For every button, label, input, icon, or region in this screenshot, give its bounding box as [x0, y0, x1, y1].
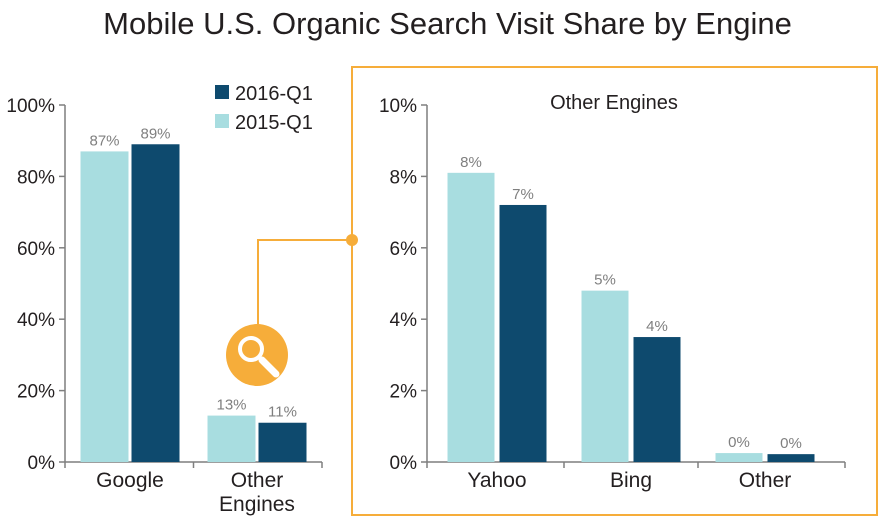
right-bar-yahoo-2015-q1	[447, 172, 495, 462]
left-category-label: Engines	[219, 493, 295, 516]
zoom-connector-line	[257, 239, 352, 330]
left-data-label-google-2016-q1: 89%	[140, 125, 170, 142]
right-bar-other-2016-q1	[767, 454, 815, 462]
right-bar-yahoo-2016-q1	[499, 204, 547, 462]
zoom-connector-dot	[346, 234, 358, 246]
right-data-label-bing-2016-q1: 4%	[646, 318, 668, 335]
right-bar-bing-2016-q1	[633, 337, 681, 462]
left-y-tick-label: 40%	[17, 310, 55, 331]
right-bar-bing-2015-q1	[581, 290, 629, 462]
right-y-tick-label: 10%	[379, 96, 417, 117]
left-y-tick-label: 80%	[17, 167, 55, 188]
left-y-tick-label: 60%	[17, 239, 55, 260]
right-category-label: Yahoo	[467, 469, 526, 492]
right-y-tick-label: 4%	[390, 310, 418, 331]
left-bar-other-engines-2015-q1	[207, 415, 256, 462]
left-bar-google-2016-q1	[131, 144, 180, 462]
right-y-tick-label: 6%	[390, 239, 418, 260]
right-data-label-other-2016-q1: 0%	[780, 435, 802, 452]
left-data-label-other-engines-2016-q1: 11%	[268, 404, 297, 421]
left-y-tick-label: 0%	[28, 453, 56, 474]
left-bar-other-engines-2016-q1	[258, 422, 307, 462]
chart-title: Mobile U.S. Organic Search Visit Share b…	[103, 6, 792, 41]
left-data-label-google-2015-q1: 87%	[89, 132, 119, 149]
legend-label-2016-q1: 2016-Q1	[235, 83, 313, 105]
legend-swatch-2016-q1	[215, 85, 229, 99]
left-y-tick-label: 20%	[17, 382, 55, 403]
right-y-tick-label: 2%	[390, 382, 418, 403]
right-bar-other-2015-q1	[715, 453, 763, 462]
legend-label-2015-q1: 2015-Q1	[235, 112, 313, 134]
right-y-tick-label: 0%	[390, 453, 418, 474]
left-bar-google-2015-q1	[80, 151, 129, 462]
panel-title: Other Engines	[550, 92, 678, 114]
right-y-tick-label: 8%	[390, 167, 418, 188]
zoom-frame	[351, 66, 878, 516]
right-category-label: Other	[739, 469, 792, 492]
right-data-label-yahoo-2015-q1: 8%	[460, 154, 482, 171]
left-category-label: Google	[96, 469, 164, 492]
left-category-label: Other	[231, 469, 284, 492]
right-data-label-other-2015-q1: 0%	[728, 434, 750, 451]
legend-swatch-2015-q1	[215, 114, 229, 128]
right-category-label: Bing	[610, 469, 652, 492]
magnifier-icon	[226, 324, 288, 386]
right-data-label-bing-2015-q1: 5%	[594, 272, 616, 289]
right-data-label-yahoo-2016-q1: 7%	[512, 186, 534, 203]
left-y-tick-label: 100%	[6, 96, 55, 117]
left-data-label-other-engines-2015-q1: 13%	[216, 397, 246, 414]
